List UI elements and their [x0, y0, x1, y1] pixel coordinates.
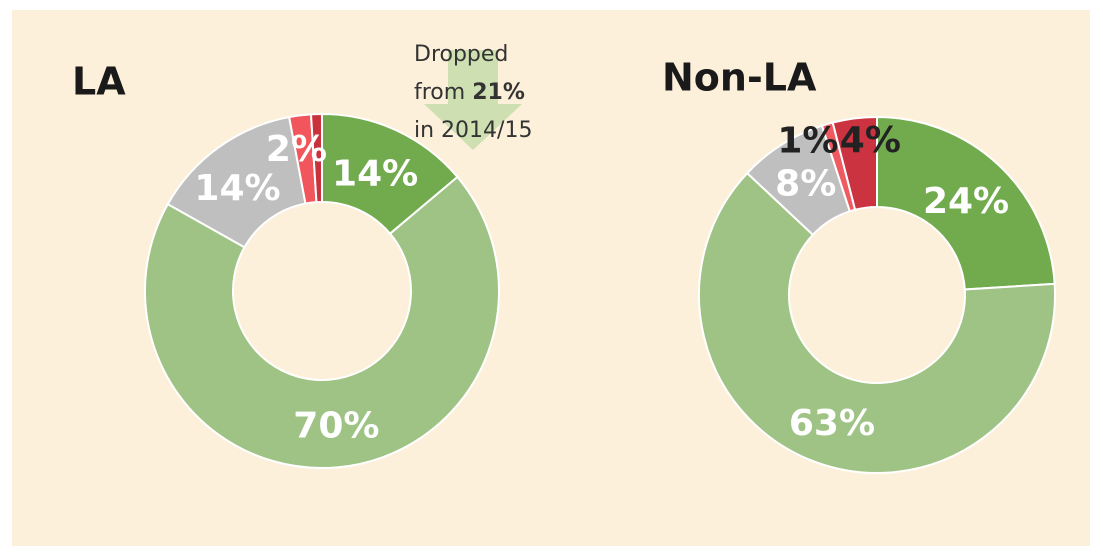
data-label: 24%: [923, 181, 1009, 222]
data-label: 2%: [266, 129, 327, 170]
data-label: 8%: [775, 164, 836, 205]
donut-slice: [831, 115, 878, 211]
donut-slice: [309, 112, 323, 204]
annotation: in 2014/15: [414, 118, 532, 143]
donut-slice: [144, 175, 500, 469]
data-label: 70%: [293, 405, 379, 446]
arrow: [424, 50, 522, 150]
data-label: 4%: [840, 120, 901, 161]
annotation: 21%: [472, 80, 525, 105]
chart-title: LA: [72, 60, 126, 104]
data-label: 14%: [332, 153, 418, 194]
data-label: 14%: [194, 168, 280, 209]
annotation: from: [414, 80, 472, 105]
data-label: 63%: [789, 403, 875, 444]
annotation: Dropped: [414, 42, 508, 67]
donut-slice: [698, 171, 1057, 474]
donut-slice: [876, 115, 1056, 291]
chart-title: Non-LA: [662, 56, 817, 100]
data-label: 1%: [777, 120, 838, 161]
annotation: from 21%: [414, 80, 525, 105]
